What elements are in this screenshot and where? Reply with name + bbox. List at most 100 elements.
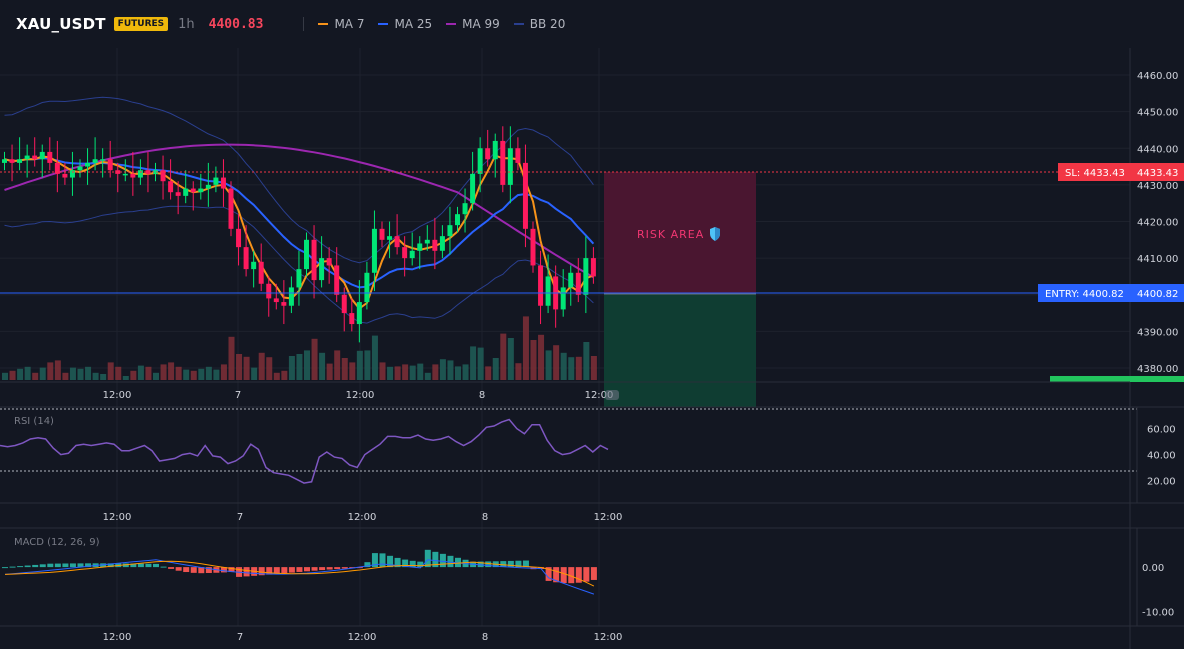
volume-bar bbox=[583, 342, 590, 380]
volume-bar bbox=[530, 340, 537, 380]
price-axis[interactable]: 4460.00 4450.00 4440.00 4430.00 4420.00 4410.… bbox=[1137, 71, 1178, 375]
header-divider bbox=[303, 17, 305, 31]
price-tick-label: 4440.00 bbox=[1137, 144, 1178, 155]
candle-body bbox=[455, 214, 460, 226]
volume-bar bbox=[168, 362, 175, 380]
volume-bar bbox=[47, 362, 54, 380]
macd-histogram-bar bbox=[500, 561, 507, 568]
volume-bar bbox=[213, 369, 220, 380]
macd-label[interactable]: MACD (12, 26, 9) bbox=[14, 537, 100, 548]
candle-body bbox=[522, 162, 528, 229]
candle-body bbox=[62, 173, 68, 178]
macd-histogram-bar bbox=[32, 564, 39, 568]
candle-body bbox=[9, 159, 15, 163]
futures-badge: FUTURES bbox=[113, 17, 169, 31]
legend-ma99[interactable]: MA 99 bbox=[446, 17, 500, 31]
entry-tag[interactable]: ENTRY: 4400.82 4400.82 bbox=[1038, 284, 1184, 302]
legend-ma7[interactable]: MA 7 bbox=[318, 17, 364, 31]
macd-histogram-bar bbox=[304, 567, 310, 572]
volume-bar bbox=[447, 360, 454, 380]
macd-histogram-bar bbox=[439, 553, 446, 568]
candle-body bbox=[122, 173, 128, 176]
volume-bar bbox=[205, 366, 212, 380]
rsi-label[interactable]: RSI (14) bbox=[14, 416, 54, 427]
volume-bar bbox=[522, 316, 529, 380]
timeframe-label[interactable]: 1h bbox=[178, 16, 195, 32]
candle-body bbox=[205, 184, 211, 189]
volume-bar bbox=[349, 362, 356, 380]
candle-body bbox=[39, 151, 45, 160]
candle-body bbox=[341, 294, 347, 314]
volume-bar bbox=[424, 372, 431, 380]
take-profit-tag[interactable] bbox=[1050, 376, 1184, 382]
stop-loss-tag[interactable]: SL: 4433.43 4433.43 bbox=[1058, 163, 1184, 181]
macd-histogram-bar bbox=[266, 567, 273, 575]
candlesticks[interactable] bbox=[2, 126, 596, 343]
macd-histogram-bar bbox=[9, 566, 16, 568]
candle-body bbox=[137, 170, 143, 178]
volume-bar bbox=[198, 368, 205, 380]
entry-tag-text: ENTRY: 4400.82 bbox=[1045, 289, 1124, 300]
price-tick-label: 4430.00 bbox=[1137, 181, 1178, 192]
volume-bar bbox=[409, 365, 416, 380]
macd-tick-label: 0.00 bbox=[1142, 563, 1164, 574]
candle-body bbox=[183, 188, 189, 196]
macd-histogram-bar bbox=[341, 567, 348, 569]
macd-histogram-bar bbox=[17, 566, 24, 568]
volume-bar bbox=[492, 358, 499, 380]
candle-body bbox=[492, 140, 498, 160]
macd-histogram-bar bbox=[507, 560, 514, 568]
macd-histogram-bar bbox=[243, 567, 250, 577]
macd-histogram-bar bbox=[258, 567, 265, 576]
candle-body bbox=[85, 162, 91, 167]
macd-histogram-bar bbox=[160, 566, 167, 568]
candle-body bbox=[560, 287, 566, 310]
rsi-tick-label: 20.00 bbox=[1147, 477, 1176, 488]
price-tick-label: 4460.00 bbox=[1137, 71, 1178, 82]
volume-bar bbox=[515, 363, 522, 380]
candle-body bbox=[379, 228, 385, 240]
volume-bar bbox=[130, 370, 137, 380]
candle-body bbox=[334, 265, 340, 295]
chart-header: XAU_USDT FUTURES 1h 4400.83 MA 7 MA 25 M… bbox=[0, 0, 1184, 49]
macd-histogram-bar bbox=[220, 567, 227, 573]
legend-ma25[interactable]: MA 25 bbox=[378, 17, 432, 31]
volume-bar bbox=[251, 367, 258, 380]
macd-histogram-bar bbox=[145, 563, 152, 568]
candle-body bbox=[356, 302, 362, 325]
candle-body bbox=[266, 283, 272, 299]
volume-bar bbox=[371, 335, 378, 380]
rsi-tick-label: 60.00 bbox=[1147, 425, 1176, 436]
volume-bar bbox=[175, 366, 182, 380]
candle-body bbox=[281, 302, 287, 306]
candle-body bbox=[311, 239, 317, 281]
candle-body bbox=[470, 173, 476, 204]
volume-bar bbox=[402, 364, 409, 380]
volume-bar bbox=[115, 366, 122, 380]
symbol-name[interactable]: XAU_USDT bbox=[16, 15, 106, 33]
candle-body bbox=[349, 313, 355, 325]
volume-bar bbox=[545, 350, 552, 380]
stop-loss-tag-text: SL: 4433.43 bbox=[1065, 168, 1125, 179]
macd-histogram-bar bbox=[85, 563, 92, 568]
macd-histogram-bar bbox=[485, 561, 492, 568]
macd-histogram-bar bbox=[24, 565, 31, 568]
candle-body bbox=[2, 159, 7, 163]
volume-bar bbox=[92, 372, 99, 380]
price-tick-label: 4420.00 bbox=[1137, 218, 1178, 229]
candle-body bbox=[409, 250, 415, 259]
time-label: 12:00 bbox=[594, 632, 623, 643]
candle-body bbox=[198, 188, 204, 193]
candle-body bbox=[213, 177, 219, 185]
ma7-swatch bbox=[318, 23, 329, 25]
time-cursor-badge bbox=[605, 390, 619, 400]
legend-bb20[interactable]: BB 20 bbox=[513, 17, 565, 31]
macd-histogram-bar bbox=[371, 553, 378, 568]
macd-histogram-bar bbox=[568, 567, 575, 584]
candle-body bbox=[417, 243, 423, 251]
volume-bar bbox=[258, 352, 265, 380]
volume-bar bbox=[311, 338, 318, 380]
time-label: 8 bbox=[482, 512, 488, 523]
chart-canvas[interactable]: RISK AREA 4460.004450.004440.004430.0044… bbox=[0, 48, 1184, 649]
candle-body bbox=[439, 236, 445, 251]
